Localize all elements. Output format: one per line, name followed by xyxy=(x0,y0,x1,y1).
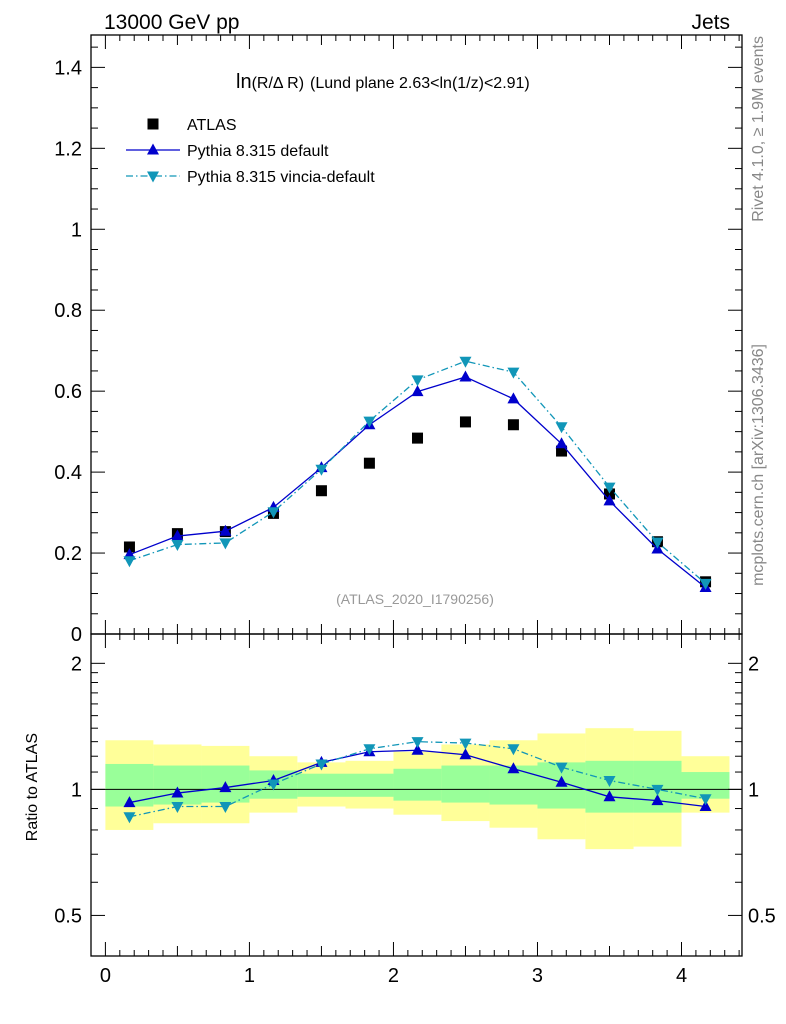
ratio-point-series-0 xyxy=(555,775,568,787)
ratio-frame xyxy=(90,633,743,957)
main-point-series-0 xyxy=(412,432,424,444)
main-point-series-0 xyxy=(123,541,135,553)
main-point-series-0 xyxy=(363,457,375,469)
ratio-point-series-0 xyxy=(603,790,616,802)
main-point-series-2 xyxy=(219,538,232,550)
stat-band-bin xyxy=(441,765,490,803)
main-ytick-label: 1.4 xyxy=(54,57,82,79)
stat-band-bin xyxy=(345,773,394,797)
ratio-point-series-1 xyxy=(411,737,424,749)
ratio-point-series-1 xyxy=(507,744,520,756)
ratio-point-series-1 xyxy=(603,776,616,788)
ratio-point-series-1 xyxy=(219,802,232,814)
main-panel-title: ln(R/Δ R) (Lund plane 2.63<ln(1/z)<2.91) xyxy=(236,71,530,93)
stat-band-bin xyxy=(153,765,202,805)
main-point-series-1 xyxy=(171,529,184,541)
ratio-point-series-1 xyxy=(555,762,568,774)
category-label: Jets xyxy=(691,11,730,34)
ratio-point-series-1 xyxy=(459,738,472,750)
main-panel: 0 0.2 0.4 0.6 0.8 1 1.2 1.4 xyxy=(54,34,743,646)
main-point-series-2 xyxy=(363,416,376,428)
main-point-series-2 xyxy=(507,367,520,379)
main-point-series-0 xyxy=(459,416,471,428)
ratio-point-series-1 xyxy=(315,759,328,771)
analysis-watermark: (ATLAS_2020_I1790256) xyxy=(336,591,494,607)
ratio-ytick-label-left: 2 xyxy=(71,653,82,675)
rivet-version-label: Rivet 4.1.0, ≥ 1.9M events xyxy=(750,36,767,222)
legend: ATLAS Pythia 8.315 default Pythia 8.315 vi… xyxy=(126,117,375,186)
ratio-xtick-label: 1 xyxy=(244,965,255,987)
ratio-xtick-label: 4 xyxy=(676,965,687,987)
legend-label-1: Pythia 8.315 default xyxy=(187,143,329,160)
main-ytick-label: 1.2 xyxy=(54,138,82,160)
main-point-series-0 xyxy=(603,488,615,500)
ratio-point-series-0 xyxy=(699,800,712,812)
main-ytick-label: 1 xyxy=(71,219,82,241)
ratio-point-series-0 xyxy=(459,748,472,760)
ratio-ytick-label-left: 0.5 xyxy=(54,905,82,927)
main-point-series-0 xyxy=(507,419,519,431)
main-ytick-label: 0.4 xyxy=(54,462,82,484)
main-point-series-2 xyxy=(555,422,568,434)
ratio-point-series-1 xyxy=(651,784,664,796)
process-label: 13000 GeV pp xyxy=(104,11,239,34)
main-ytick-label: 0.8 xyxy=(54,300,82,322)
main-point-series-0 xyxy=(556,445,568,457)
ratio-point-series-1 xyxy=(363,744,376,756)
main-ytick-label: 0.6 xyxy=(54,381,82,403)
legend-label-0: ATLAS xyxy=(187,117,237,134)
ratio-point-series-0 xyxy=(219,781,232,793)
ratio-ytick-label-right: 0.5 xyxy=(748,905,776,927)
main-point-series-2 xyxy=(699,578,712,590)
main-point-series-2 xyxy=(171,540,184,552)
ratio-point-series-1 xyxy=(123,812,136,824)
title-main: (R/Δ R) xyxy=(252,75,304,92)
main-point-series-2 xyxy=(651,537,664,549)
title-prefix: ln xyxy=(236,71,252,93)
main-point-series-1 xyxy=(603,494,616,506)
ratio-panel: 0 1 2 3 4 0.5 0.5 1 1 2 2 xyxy=(54,633,776,987)
ratio-xtick-label: 3 xyxy=(532,965,543,987)
main-point-series-1 xyxy=(219,524,232,536)
main-point-series-2 xyxy=(459,356,472,368)
ratio-ytick-label-right: 2 xyxy=(748,653,759,675)
main-point-series-1 xyxy=(507,392,520,404)
ratio-xtick-label: 2 xyxy=(388,965,399,987)
ratio-point-series-0 xyxy=(171,786,184,798)
main-ytick-label: 0 xyxy=(71,624,82,646)
stat-band-bin xyxy=(393,768,442,801)
main-point-series-0 xyxy=(315,485,327,497)
main-point-series-2 xyxy=(411,375,424,387)
legend-label-2: Pythia 8.315 vincia-default xyxy=(187,169,375,186)
title-suffix: (Lund plane 2.63<ln(1/z)<2.91) xyxy=(310,75,530,92)
ratio-ytick-label-left: 1 xyxy=(71,779,82,801)
main-ytick-label: 0.2 xyxy=(54,543,82,565)
main-series-line-1 xyxy=(129,376,706,588)
legend-marker-0 xyxy=(147,118,159,130)
ratio-point-series-0 xyxy=(507,762,520,774)
ratio-point-series-0 xyxy=(651,794,664,806)
main-point-series-2 xyxy=(123,556,136,568)
main-point-series-2 xyxy=(315,464,328,476)
stat-band-bin xyxy=(297,773,346,797)
main-point-series-1 xyxy=(555,437,568,449)
main-point-series-1 xyxy=(411,385,424,397)
legend-marker-1 xyxy=(147,143,159,155)
ratio-ylabel: Ratio to ATLAS xyxy=(24,733,41,841)
ratio-point-series-1 xyxy=(267,779,280,791)
legend-marker-2 xyxy=(147,171,159,183)
ratio-point-series-0 xyxy=(123,796,136,808)
main-point-series-2 xyxy=(603,482,616,494)
main-point-series-2 xyxy=(267,507,280,519)
main-point-series-1 xyxy=(459,370,472,382)
ratio-point-series-0 xyxy=(411,743,424,755)
ratio-point-series-1 xyxy=(699,794,712,806)
ratio-xtick-label: 0 xyxy=(100,965,111,987)
ratio-ytick-label-right: 1 xyxy=(748,779,759,801)
mcplots-source-label: mcplots.cern.ch [arXiv:1306.3436] xyxy=(750,344,767,586)
ratio-point-series-1 xyxy=(171,802,184,814)
